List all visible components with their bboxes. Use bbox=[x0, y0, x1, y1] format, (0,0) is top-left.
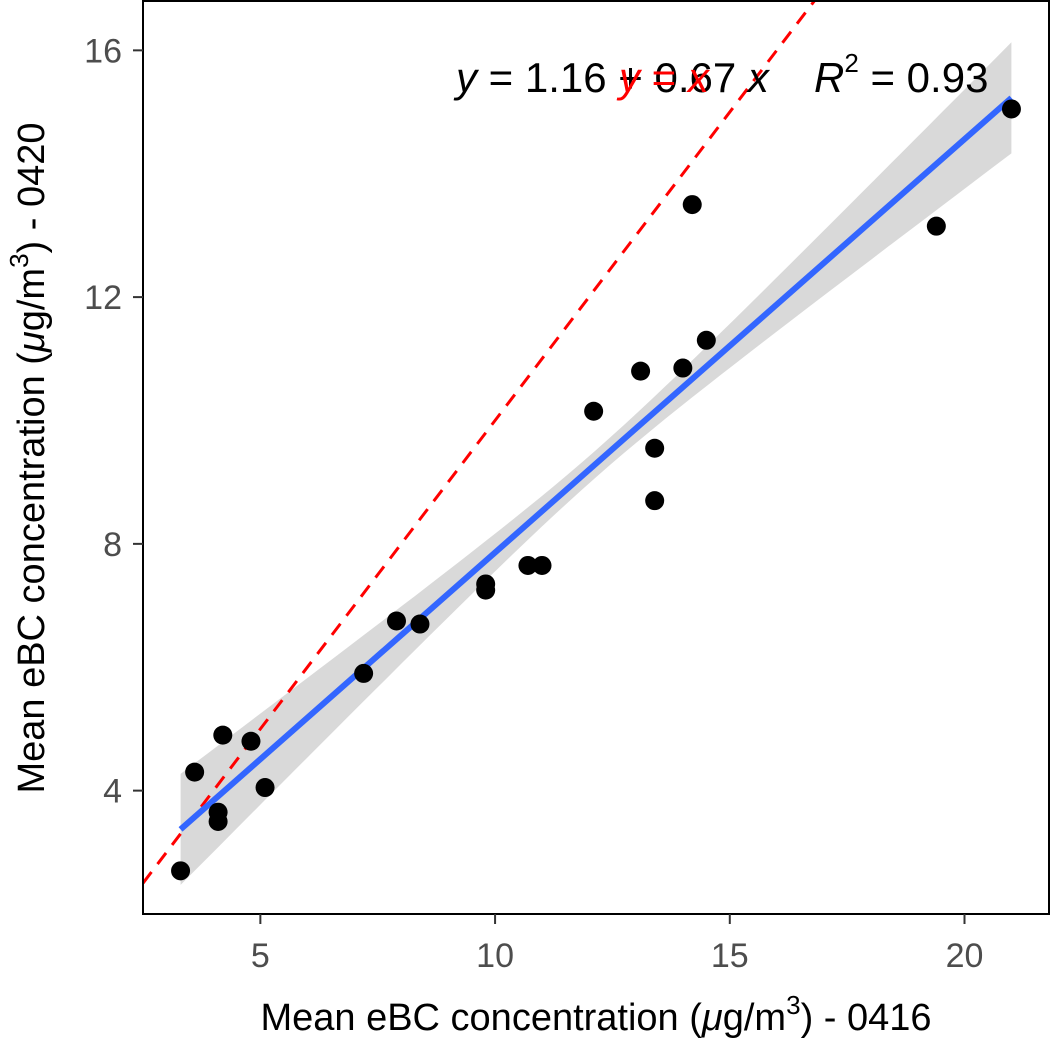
reference-y-symbol: y bbox=[616, 54, 643, 101]
data-point bbox=[673, 358, 693, 378]
plot-area bbox=[143, 1, 1021, 885]
data-points bbox=[171, 99, 1021, 881]
equation-x-symbol: x bbox=[746, 54, 771, 101]
y-tick-label: 8 bbox=[103, 526, 122, 564]
data-point bbox=[682, 195, 702, 215]
plot-panel-border bbox=[142, 0, 1050, 915]
data-point bbox=[926, 216, 946, 236]
y-axis-title: Mean eBC concentration (μg/m3) - 0420 bbox=[4, 122, 53, 793]
data-point bbox=[645, 491, 665, 511]
y-title-mu: μ bbox=[11, 331, 53, 353]
equation-y-symbol: y bbox=[453, 54, 480, 101]
data-point bbox=[213, 725, 233, 745]
x-tick-label: 20 bbox=[946, 937, 984, 975]
y-tick-label: 16 bbox=[84, 32, 122, 70]
y-title-unit: g/m bbox=[11, 268, 53, 331]
reference-equals: = bbox=[640, 54, 688, 101]
y-axis: 4 8 12 16 bbox=[84, 32, 143, 811]
x-axis-title: Mean eBC concentration (μg/m3) - 0416 bbox=[260, 990, 931, 1039]
x-title-prefix: Mean eBC concentration ( bbox=[260, 997, 702, 1039]
x-tick-label: 5 bbox=[251, 937, 270, 975]
y-tick-label: 4 bbox=[103, 773, 122, 811]
data-point bbox=[476, 574, 496, 594]
data-point bbox=[1001, 99, 1021, 119]
x-title-mu: μ bbox=[701, 997, 723, 1039]
r-squared-value: = 0.93 bbox=[859, 54, 989, 101]
x-title-suffix: ) - 0416 bbox=[801, 997, 932, 1039]
equation-coefficients: = 1.16 + 0.67 bbox=[477, 54, 748, 101]
data-point bbox=[584, 401, 604, 421]
x-title-unit: g/m bbox=[723, 997, 786, 1039]
y-title-prefix: Mean eBC concentration ( bbox=[11, 352, 53, 794]
data-point bbox=[386, 611, 406, 631]
equation-annotation: y = 1.16 + 0.67 x bbox=[453, 54, 771, 101]
x-tick-label: 15 bbox=[711, 937, 749, 975]
data-point bbox=[255, 778, 275, 798]
r-squared-symbol: R bbox=[814, 54, 844, 101]
data-point bbox=[410, 614, 430, 634]
x-axis: 5 10 15 20 bbox=[251, 914, 984, 975]
regression-line bbox=[178, 95, 1014, 832]
data-point bbox=[185, 762, 205, 782]
data-point bbox=[354, 663, 374, 683]
r-squared-annotation: R2 = 0.93 bbox=[814, 48, 988, 101]
reference-x-symbol: x bbox=[686, 54, 711, 101]
data-point bbox=[696, 330, 716, 350]
data-point bbox=[532, 555, 552, 575]
data-point bbox=[241, 731, 261, 751]
data-point bbox=[631, 361, 651, 381]
r-squared-superscript: 2 bbox=[844, 48, 858, 78]
x-title-superscript: 3 bbox=[786, 990, 800, 1020]
identity-reference-line bbox=[143, 1, 817, 885]
y-title-suffix: ) - 0420 bbox=[11, 122, 53, 253]
reference-line-annotation: y = x bbox=[616, 54, 711, 101]
y-title-superscript: 3 bbox=[4, 253, 34, 267]
data-point bbox=[645, 438, 665, 458]
data-point bbox=[518, 555, 538, 575]
x-tick-label: 10 bbox=[476, 937, 514, 975]
y-tick-label: 12 bbox=[84, 279, 122, 317]
data-point bbox=[171, 861, 191, 881]
data-point bbox=[208, 802, 228, 822]
